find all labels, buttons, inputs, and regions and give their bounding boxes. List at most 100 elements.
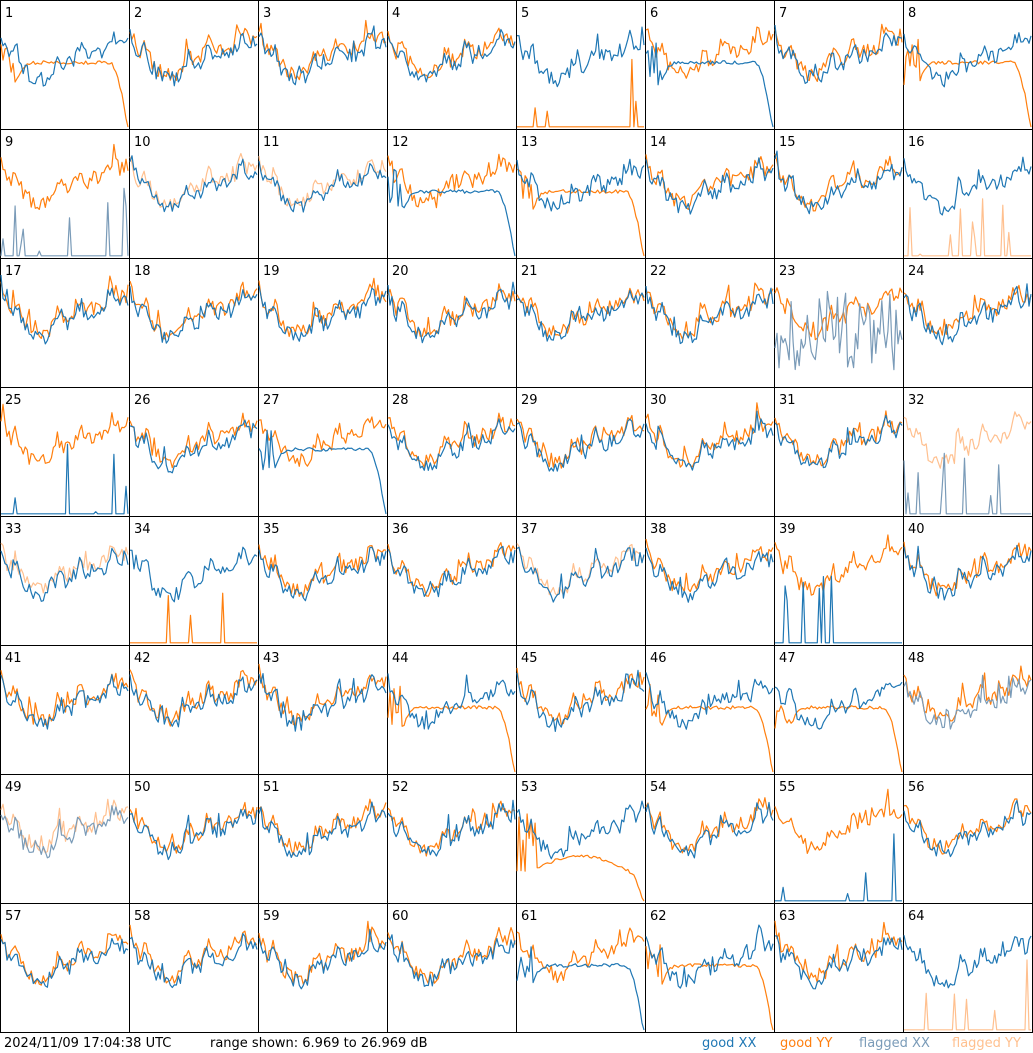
- panel-41: 41: [0, 645, 130, 775]
- panel-2: 2: [129, 0, 259, 130]
- series-yy-good: [517, 58, 644, 128]
- series-xx-good: [129, 546, 258, 603]
- series-yy-good: [129, 801, 258, 854]
- range-shown-text: range shown: 6.969 to 26.969 dB: [210, 1036, 428, 1051]
- panel-16: 16: [903, 129, 1033, 259]
- panel-number-label: 6: [650, 6, 658, 21]
- panel-18: 18: [129, 258, 259, 388]
- panel-37: 37: [516, 516, 646, 646]
- series-xx-good: [258, 928, 387, 990]
- panel-number-label: 13: [521, 135, 538, 150]
- series-yy-flagged: [516, 543, 645, 596]
- panel-22: 22: [645, 258, 775, 388]
- series-yy-good: [129, 412, 258, 469]
- panel-44: 44: [387, 645, 517, 775]
- series-yy-good: [516, 667, 645, 726]
- panel-number-label: 53: [521, 780, 538, 795]
- series-xx-good: [516, 26, 645, 88]
- panel-48: 48: [903, 645, 1033, 775]
- panel-number-label: 28: [392, 393, 409, 408]
- panel-number-label: 62: [650, 909, 667, 924]
- series-xx-good: [129, 808, 258, 861]
- panel-number-label: 33: [5, 522, 22, 537]
- series-xx-good: [645, 286, 774, 345]
- panel-number-label: 61: [521, 909, 538, 924]
- panel-21: 21: [516, 258, 646, 388]
- panel-number-label: 21: [521, 264, 538, 279]
- panel-number-label: 27: [263, 393, 280, 408]
- panel-15: 15: [774, 129, 904, 259]
- series-xx-good: [645, 410, 774, 471]
- series-xx-good: [516, 418, 645, 472]
- series-xx-good: [0, 547, 129, 602]
- panel-25: 25: [0, 387, 130, 517]
- series-xx-good: [387, 418, 516, 471]
- panel-number-label: 29: [521, 393, 538, 408]
- panel-number-label: 23: [779, 264, 796, 279]
- panel-1: 1: [0, 0, 130, 130]
- series-xx-good: [774, 25, 903, 84]
- panel-number-label: 2: [134, 6, 142, 21]
- panel-number-label: 7: [779, 6, 787, 21]
- series-xx-good: [645, 157, 774, 215]
- panel-number-label: 37: [521, 522, 538, 537]
- series-xx-good: [258, 285, 387, 342]
- series-xx-good: [774, 681, 903, 730]
- panel-53: 53: [516, 774, 646, 904]
- series-xx-good: [0, 274, 129, 345]
- panel-number-label: 60: [392, 909, 409, 924]
- series-yy-flagged: [904, 198, 1031, 257]
- panel-number-label: 50: [134, 780, 151, 795]
- panel-number-label: 9: [5, 135, 13, 150]
- panel-number-label: 34: [134, 522, 151, 537]
- panel-frame: [387, 129, 517, 259]
- panel-52: 52: [387, 774, 517, 904]
- series-yy-good: [645, 797, 774, 854]
- panel-5: 5: [516, 0, 646, 130]
- series-xx-good: [258, 801, 387, 858]
- panel-45: 45: [516, 645, 646, 775]
- panel-30: 30: [645, 387, 775, 517]
- series-xx-good: [258, 546, 387, 602]
- legend-good-xx: good XX: [702, 1036, 757, 1051]
- panel-number-label: 51: [263, 780, 280, 795]
- panel-number-label: 15: [779, 135, 796, 150]
- panel-number-label: 19: [263, 264, 280, 279]
- panel-42: 42: [129, 645, 259, 775]
- panel-38: 38: [645, 516, 775, 646]
- series-xx-good: [775, 575, 902, 644]
- series-xx-good: [0, 937, 129, 988]
- panel-46: 46: [645, 645, 775, 775]
- panel-frame: [516, 258, 646, 388]
- panel-number-label: 54: [650, 780, 667, 795]
- series-xx-good: [387, 799, 516, 857]
- panel-62: 62: [645, 903, 775, 1033]
- panel-20: 20: [387, 258, 517, 388]
- series-xx-good: [645, 42, 774, 128]
- panel-60: 60: [387, 903, 517, 1033]
- series-xx-good: [0, 674, 129, 730]
- panel-12: 12: [387, 129, 517, 259]
- series-xx-good: [516, 669, 645, 732]
- series-yy-good: [516, 813, 645, 902]
- series-yy-good: [903, 541, 1032, 597]
- series-xx-flagged: [774, 290, 903, 371]
- series-xx-good: [516, 800, 645, 860]
- panel-63: 63: [774, 903, 904, 1033]
- panel-54: 54: [645, 774, 775, 904]
- panel-number-label: 64: [908, 909, 925, 924]
- panel-35: 35: [258, 516, 388, 646]
- panel-14: 14: [645, 129, 775, 259]
- series-xx-flagged: [0, 187, 129, 257]
- series-xx-good: [903, 32, 1032, 88]
- series-xx-good: [774, 414, 903, 469]
- series-yy-good: [645, 402, 774, 468]
- panel-number-label: 40: [908, 522, 925, 537]
- series-yy-good: [130, 592, 257, 644]
- panel-frame: [516, 903, 646, 1033]
- panel-frame: [0, 387, 130, 517]
- series-xx-flagged: [903, 674, 1032, 730]
- series-xx-good: [903, 799, 1032, 858]
- panel-64: 64: [903, 903, 1033, 1033]
